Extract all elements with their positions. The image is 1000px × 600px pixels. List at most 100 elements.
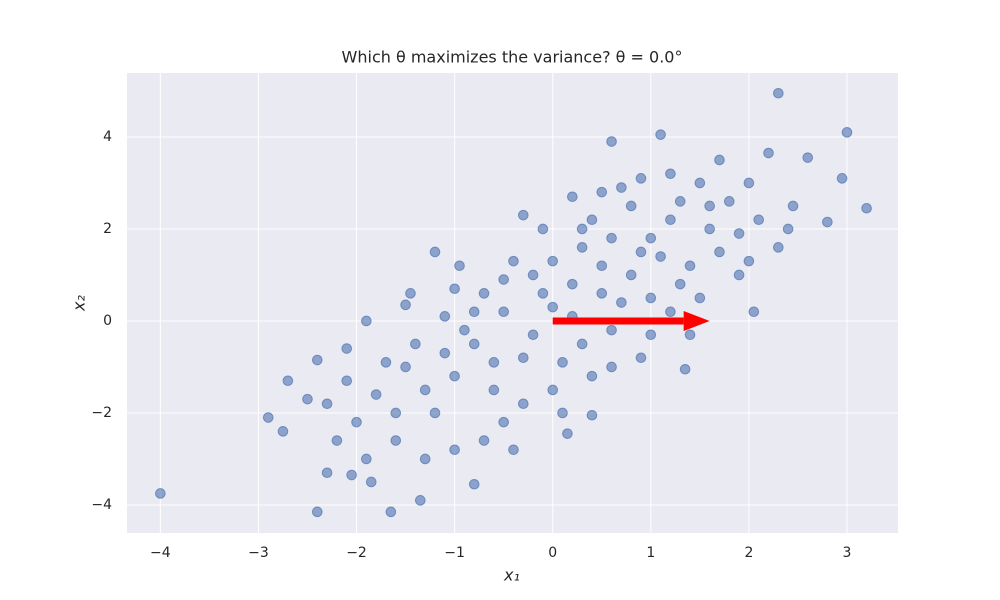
x-tick-label: −1 bbox=[444, 545, 465, 561]
chart-title: Which θ maximizes the variance? θ = 0.0° bbox=[342, 48, 683, 67]
x-tick-label: −3 bbox=[248, 545, 269, 561]
point bbox=[684, 329, 696, 341]
point bbox=[694, 177, 706, 189]
arrow bbox=[552, 310, 710, 331]
point bbox=[419, 453, 431, 465]
point bbox=[262, 412, 274, 423]
point bbox=[645, 292, 657, 304]
point bbox=[782, 223, 794, 235]
point bbox=[459, 324, 470, 336]
point bbox=[390, 407, 402, 419]
point bbox=[616, 297, 627, 308]
point bbox=[468, 478, 480, 490]
point bbox=[346, 469, 357, 481]
point bbox=[341, 375, 353, 387]
point bbox=[562, 428, 573, 439]
point bbox=[508, 444, 519, 456]
point bbox=[567, 191, 578, 203]
point bbox=[449, 444, 460, 456]
point bbox=[679, 363, 691, 375]
x-tick-label: 2 bbox=[744, 545, 753, 561]
point bbox=[655, 251, 666, 262]
point bbox=[606, 136, 617, 147]
x-axis-label: x₁ bbox=[503, 566, 520, 585]
point bbox=[478, 435, 490, 446]
point bbox=[365, 476, 377, 488]
point bbox=[625, 200, 637, 212]
point bbox=[723, 196, 735, 207]
y-tick-label: 0 bbox=[103, 313, 112, 329]
point bbox=[537, 223, 549, 235]
point bbox=[410, 338, 421, 350]
point bbox=[517, 398, 529, 410]
x-tick-label: −2 bbox=[346, 545, 367, 561]
point bbox=[429, 407, 441, 419]
point bbox=[665, 214, 676, 226]
point bbox=[586, 370, 598, 382]
point bbox=[527, 329, 539, 341]
point bbox=[385, 506, 397, 518]
point bbox=[321, 398, 333, 410]
point bbox=[419, 384, 431, 396]
point bbox=[508, 255, 519, 267]
point bbox=[802, 152, 814, 163]
point bbox=[311, 506, 323, 518]
point bbox=[557, 407, 568, 419]
point bbox=[414, 495, 426, 506]
point bbox=[576, 338, 588, 350]
point bbox=[763, 147, 774, 159]
point bbox=[468, 306, 480, 318]
y-tick-label: −2 bbox=[91, 405, 112, 421]
point bbox=[488, 357, 500, 368]
point bbox=[488, 384, 500, 396]
point bbox=[429, 246, 441, 258]
point bbox=[684, 260, 696, 272]
point bbox=[616, 182, 627, 193]
point bbox=[449, 283, 460, 295]
point bbox=[596, 186, 608, 198]
point bbox=[787, 200, 799, 212]
point bbox=[645, 232, 657, 244]
point bbox=[547, 255, 559, 267]
point bbox=[400, 361, 411, 373]
point bbox=[645, 329, 657, 341]
point bbox=[454, 260, 465, 272]
point bbox=[390, 435, 402, 446]
point bbox=[596, 288, 608, 299]
point bbox=[704, 200, 715, 212]
point bbox=[635, 246, 647, 258]
point bbox=[586, 409, 598, 421]
point bbox=[380, 357, 392, 368]
point bbox=[302, 393, 313, 405]
point bbox=[498, 416, 509, 428]
point bbox=[733, 228, 745, 239]
point bbox=[361, 315, 372, 327]
plot-area bbox=[127, 73, 898, 533]
y-tick-label: −4 bbox=[91, 497, 112, 513]
point bbox=[836, 173, 848, 184]
point bbox=[822, 216, 833, 228]
point bbox=[704, 223, 715, 235]
point bbox=[748, 306, 760, 318]
point bbox=[282, 375, 294, 387]
point bbox=[567, 278, 578, 290]
x-tick-label: 0 bbox=[548, 545, 557, 561]
x-tick-label: 1 bbox=[646, 545, 655, 561]
point bbox=[547, 384, 559, 396]
point bbox=[576, 223, 588, 235]
point bbox=[743, 255, 755, 267]
point bbox=[449, 370, 460, 382]
point bbox=[517, 209, 529, 221]
point bbox=[635, 173, 647, 184]
point bbox=[635, 352, 647, 364]
point bbox=[753, 214, 765, 226]
point bbox=[743, 177, 755, 189]
point bbox=[557, 357, 568, 368]
point bbox=[733, 269, 745, 281]
point bbox=[321, 467, 333, 479]
point bbox=[547, 301, 559, 313]
point bbox=[468, 338, 480, 350]
point bbox=[351, 416, 362, 428]
point bbox=[341, 343, 353, 354]
